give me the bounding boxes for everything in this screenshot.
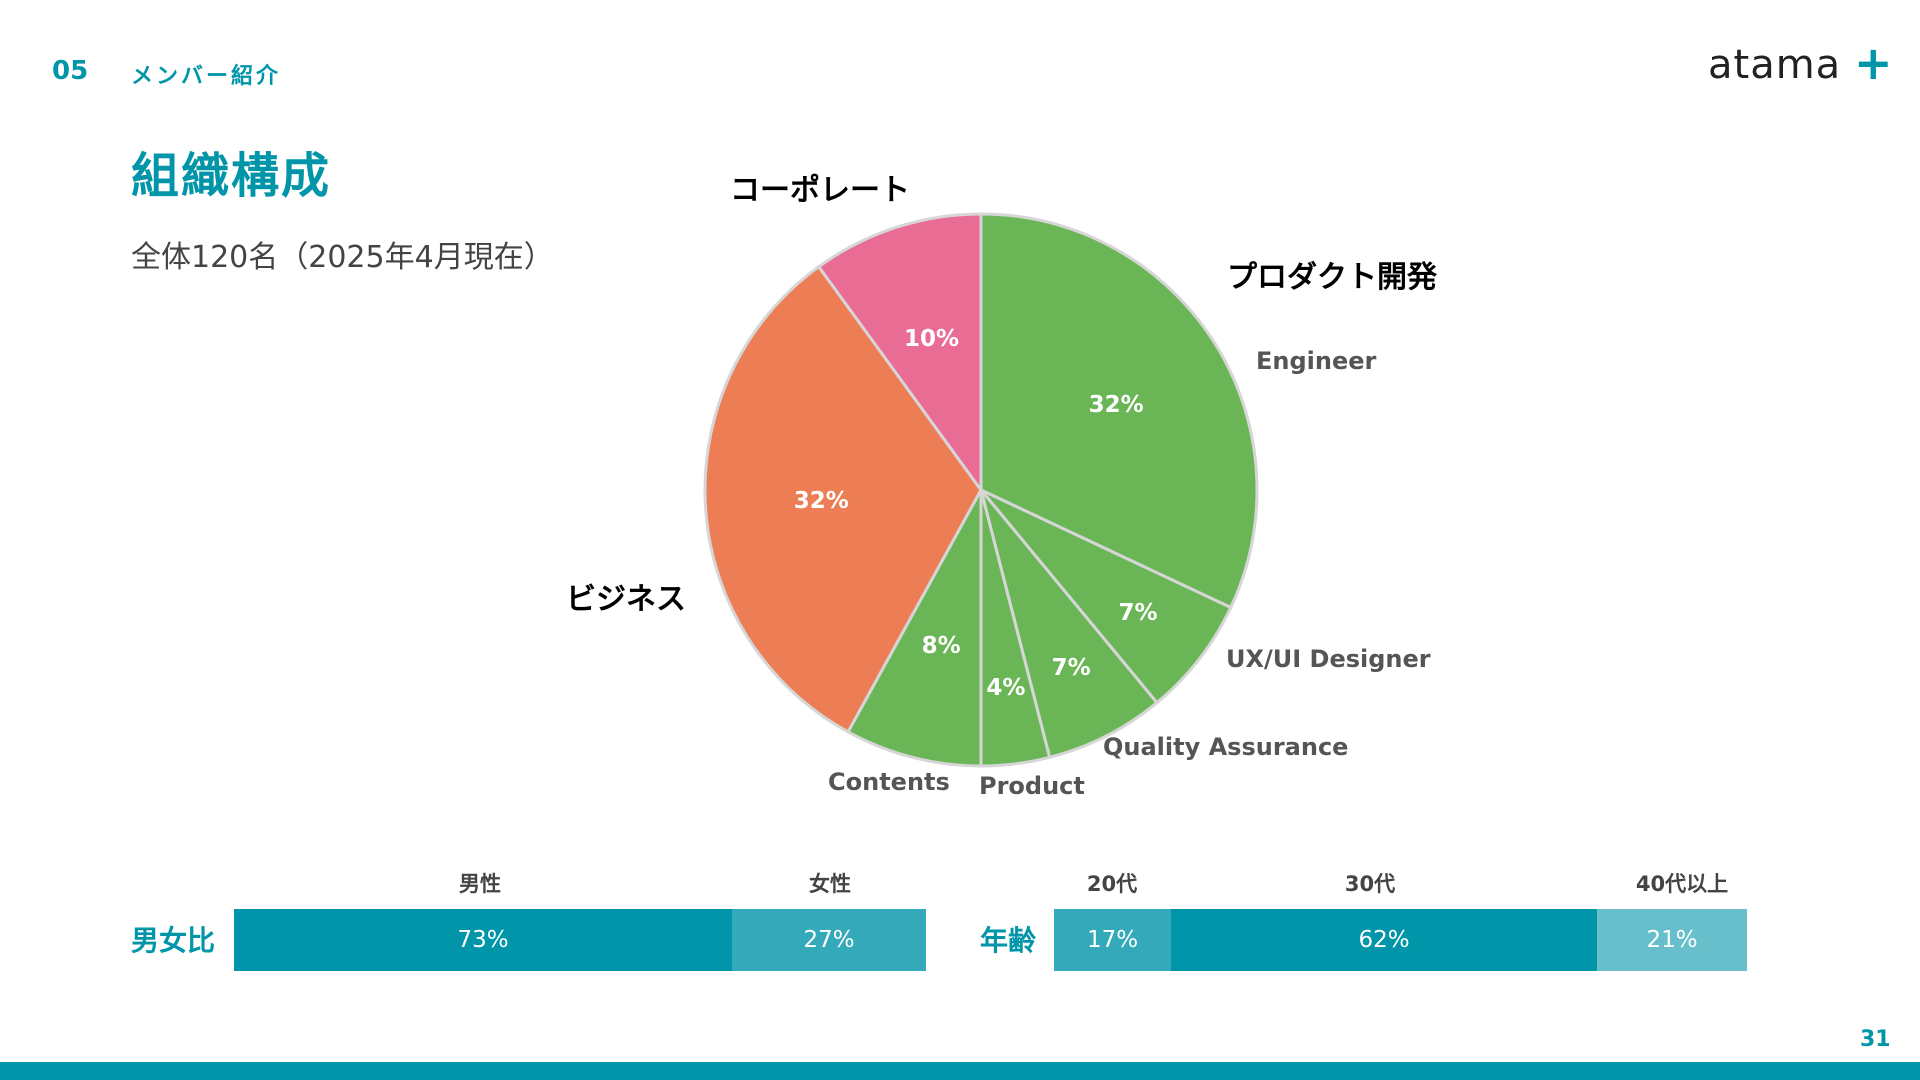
pie-value-label: 10%	[904, 326, 959, 352]
pie-slice-quality-assurance	[979, 489, 1160, 760]
gender-ratio-title: 男女比	[131, 924, 216, 957]
pie-slice-category-6	[816, 212, 983, 495]
age-bar-40s-plus: 21%	[1597, 909, 1747, 971]
slice-label-contents: Contents	[828, 768, 950, 796]
gender-bar-female-value: 27%	[803, 927, 855, 953]
age-bar-30s: 62%	[1171, 909, 1597, 971]
category-label-product-development: プロダクト開発	[1227, 260, 1437, 295]
logo-plus-mark: +	[1854, 36, 1893, 90]
age-label-40s-plus: 40代以上	[1635, 872, 1729, 896]
pie-value-label: 7%	[1118, 600, 1157, 626]
section-title: メンバー紹介	[131, 64, 282, 89]
age-bar-20s-value: 17%	[1086, 927, 1139, 953]
gender-bar-female: 27%	[732, 909, 926, 971]
category-label-business: ビジネス	[566, 582, 686, 617]
footer-bar	[0, 1062, 1920, 1080]
slice-label-quality-assurance: Quality Assurance	[1103, 733, 1349, 761]
age-label-30s: 30代	[1344, 872, 1396, 896]
gender-label-female: 女性	[809, 872, 851, 896]
pie-slice-category-5	[703, 264, 983, 734]
age-label-20s: 20代	[1086, 872, 1138, 896]
age-bar-30s-value: 62%	[1358, 927, 1410, 953]
slice-label-engineer: Engineer	[1256, 347, 1377, 375]
age-bar-40s-plus-value: 21%	[1646, 927, 1698, 953]
section-number: 05	[52, 56, 89, 86]
gender-bar-male: 73%	[234, 909, 732, 971]
category-label-corporate: コーポレート	[730, 173, 910, 208]
pie-slice-engineer	[979, 212, 1259, 610]
pie-slice-contents	[845, 489, 983, 768]
pie-value-label: 32%	[794, 488, 849, 514]
pie-slice-ux-ui-designer	[979, 488, 1233, 705]
logo-text: atama	[1708, 42, 1842, 88]
pie-value-label: 8%	[922, 633, 961, 659]
pie-value-label: 32%	[1089, 392, 1144, 418]
page-subtitle: 全体120名（2025年4月現在）	[131, 240, 554, 275]
gender-bar-male-value: 73%	[457, 927, 509, 953]
pie-value-label: 4%	[986, 675, 1025, 701]
pie-value-label: 7%	[1052, 655, 1091, 681]
age-bar-20s: 17%	[1054, 909, 1171, 971]
gender-label-male: 男性	[459, 872, 501, 896]
atama-plus-logo: atama +	[1708, 36, 1893, 92]
slice-label-product: Product	[979, 772, 1085, 800]
age-title: 年齢	[980, 924, 1037, 957]
page-number: 31	[1860, 1027, 1891, 1052]
slice-label-ux-ui-designer: UX/UI Designer	[1226, 645, 1431, 673]
page-title: 組織構成	[131, 148, 332, 204]
